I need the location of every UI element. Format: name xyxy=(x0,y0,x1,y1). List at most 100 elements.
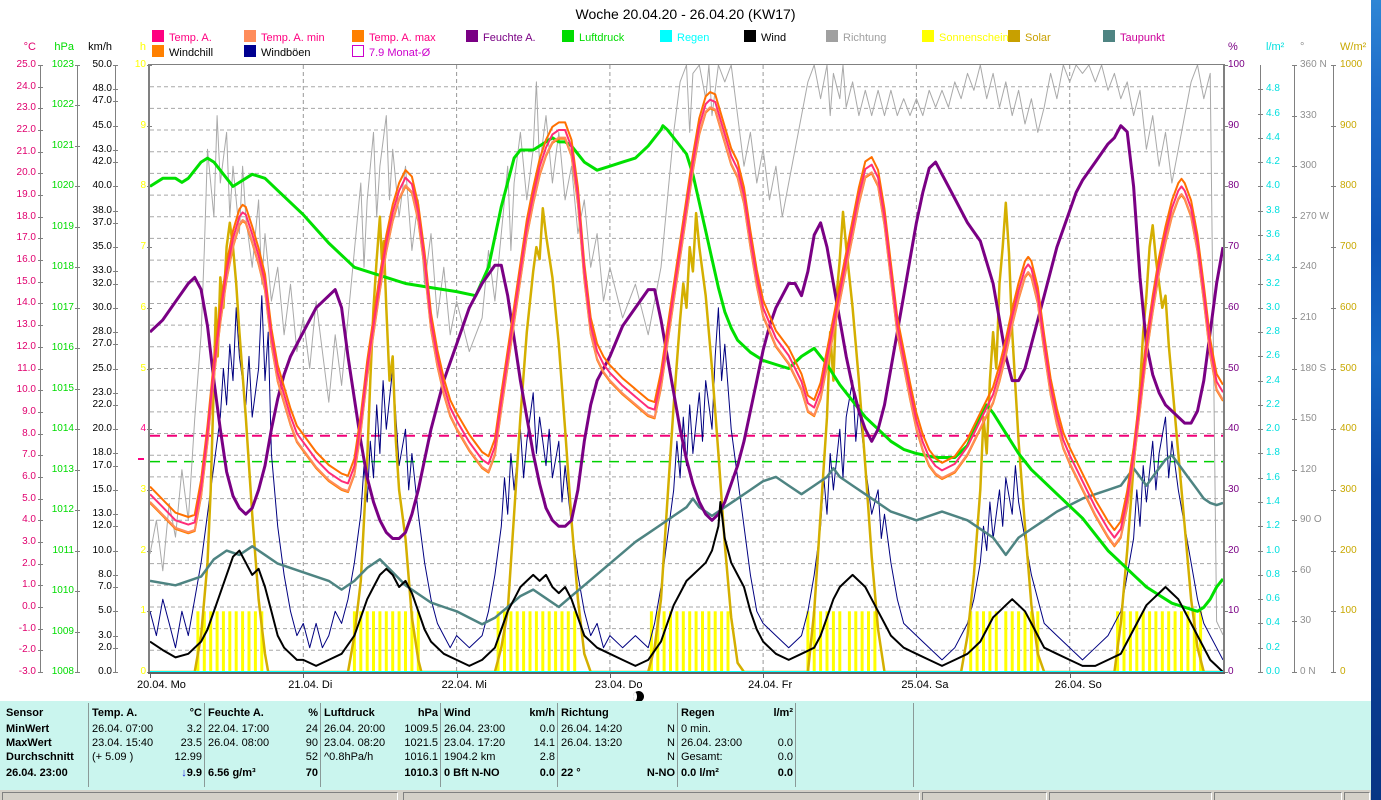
axis-tick xyxy=(1223,672,1228,673)
table-col-header: Richtung xyxy=(561,707,609,719)
legend-color-box xyxy=(562,30,574,42)
axis-header-right: W/m² xyxy=(1340,41,1367,53)
legend-label: Luftdruck xyxy=(579,32,625,44)
table-cell: 22.04. 17:00 xyxy=(208,723,270,735)
axis-tick-label: 9.0 xyxy=(22,405,36,417)
axis-tick-label: 13.0 xyxy=(92,508,112,520)
axis-tick-label: 10.0 xyxy=(16,384,36,396)
axis-tick xyxy=(75,267,80,269)
legend-label: Regen xyxy=(677,32,710,44)
x-axis-day-tick xyxy=(456,674,458,678)
axis-tick-label: 15.0 xyxy=(16,275,36,287)
axis-tick xyxy=(38,650,43,652)
axis-tick-label: 300 xyxy=(1340,483,1357,495)
axis-tick xyxy=(1258,502,1263,504)
axis-tick xyxy=(113,453,118,455)
axis-tick xyxy=(38,563,43,565)
axis-tick-label: 2 xyxy=(140,544,146,556)
table-row-label: 26.04. 23:00 xyxy=(6,767,68,779)
axis-tick xyxy=(38,672,43,673)
axis-tick xyxy=(75,65,80,66)
axis-tick-label: 1018 xyxy=(51,261,74,273)
axis-tick-label: 4.8 xyxy=(1266,83,1280,95)
table-cell: 26.04. 23:00 xyxy=(444,723,506,735)
axis-tick-label: 70 xyxy=(1228,241,1240,253)
axis-tick xyxy=(75,469,80,471)
axis-tick-label: 13.0 xyxy=(16,319,36,331)
axis-tick xyxy=(75,186,80,188)
table-cell-value: 1021.5 xyxy=(404,737,438,749)
axis-line xyxy=(77,65,78,672)
axis-tick-label: 1.0 xyxy=(22,579,36,591)
legend-item-taupunkt: Taupunkt xyxy=(1103,30,1165,44)
legend-color-box xyxy=(466,30,478,42)
axis-tick xyxy=(113,574,118,576)
axis-tick-label: 3.8 xyxy=(1266,204,1280,216)
axis-tick xyxy=(113,404,118,406)
table-col-header: Feuchte A. xyxy=(208,707,264,719)
axis-tick xyxy=(113,149,118,151)
axis-tick xyxy=(75,348,80,350)
legend-label: Richtung xyxy=(843,32,887,44)
axis-tick-label: 28.0 xyxy=(92,326,112,338)
axis-tick-label: 1010 xyxy=(51,585,74,597)
x-axis-day-tick xyxy=(916,674,918,678)
table-cell-value: 1016.1 xyxy=(404,751,438,763)
table-cell: 22 ° xyxy=(561,767,581,779)
axis-tick xyxy=(75,672,80,673)
axis-tick xyxy=(113,307,118,309)
axis-tick xyxy=(38,325,43,327)
axis-tick xyxy=(113,587,118,589)
series-wind xyxy=(150,501,1223,672)
table-cell-value: 70 xyxy=(305,767,318,779)
table-cell: 26.04. 13:20 xyxy=(561,737,623,749)
axis-tick-label: 30 xyxy=(1300,615,1312,627)
axis-tick xyxy=(38,455,43,457)
axis-tick-label: 100 xyxy=(1340,605,1357,617)
axis-tick xyxy=(113,429,118,431)
axis-tick-label: 21.0 xyxy=(16,145,36,157)
legend-item-solar: Solar xyxy=(1008,30,1051,44)
table-cell-value: 0.0 xyxy=(539,723,555,735)
axis-tick xyxy=(38,476,43,478)
axis-tick-label: 24.0 xyxy=(16,80,36,92)
axis-tick xyxy=(38,260,43,262)
table-cell-value: 14.1 xyxy=(533,737,555,749)
x-axis-day-label: 25.04. Sa xyxy=(901,679,949,691)
axis-tick xyxy=(1258,137,1263,139)
legend-color-box xyxy=(152,30,164,42)
axis-tick xyxy=(75,591,80,593)
axis-tick-label: 6 xyxy=(140,301,146,313)
axis-tick-label: 100 xyxy=(1228,59,1245,70)
axis-tick-label: 20 xyxy=(1228,544,1240,556)
weather-chart-plot-area[interactable] xyxy=(150,65,1223,672)
axis-tick-label: 30 xyxy=(1228,483,1240,495)
table-col-header: Regen xyxy=(681,707,715,719)
table-cell-value: 0.0 xyxy=(777,767,793,779)
axis-tick-label: 12.0 xyxy=(16,340,36,352)
axis-tick-label: 7 xyxy=(140,241,146,253)
axis-tick xyxy=(38,433,43,435)
axis-tick-label: 3.6 xyxy=(1266,228,1280,240)
axis-tick xyxy=(113,368,118,370)
axis-tick-label: 1017 xyxy=(51,301,74,313)
table-separator xyxy=(557,703,558,787)
legend-label: Windchill xyxy=(169,47,214,59)
legend-color-box xyxy=(1008,30,1020,42)
table-col-header: Luftdruck xyxy=(324,707,375,719)
moon-phase-icon xyxy=(633,691,644,702)
axis-tick xyxy=(38,303,43,305)
table-cell-value: 1009.5 xyxy=(404,723,438,735)
axis-tick-label: 400 xyxy=(1340,423,1357,435)
axis-tick xyxy=(38,108,43,110)
axis-tick-label: 1020 xyxy=(51,180,74,192)
axis-tick-label: 60 xyxy=(1228,301,1240,313)
table-cell: 26.04. 23:00 xyxy=(681,737,743,749)
axis-tick xyxy=(113,283,118,285)
table-cell: 1904.2 km xyxy=(444,751,496,763)
axis-tick xyxy=(1258,283,1263,285)
axis-tick xyxy=(1292,570,1297,572)
axis-tick xyxy=(75,550,80,552)
